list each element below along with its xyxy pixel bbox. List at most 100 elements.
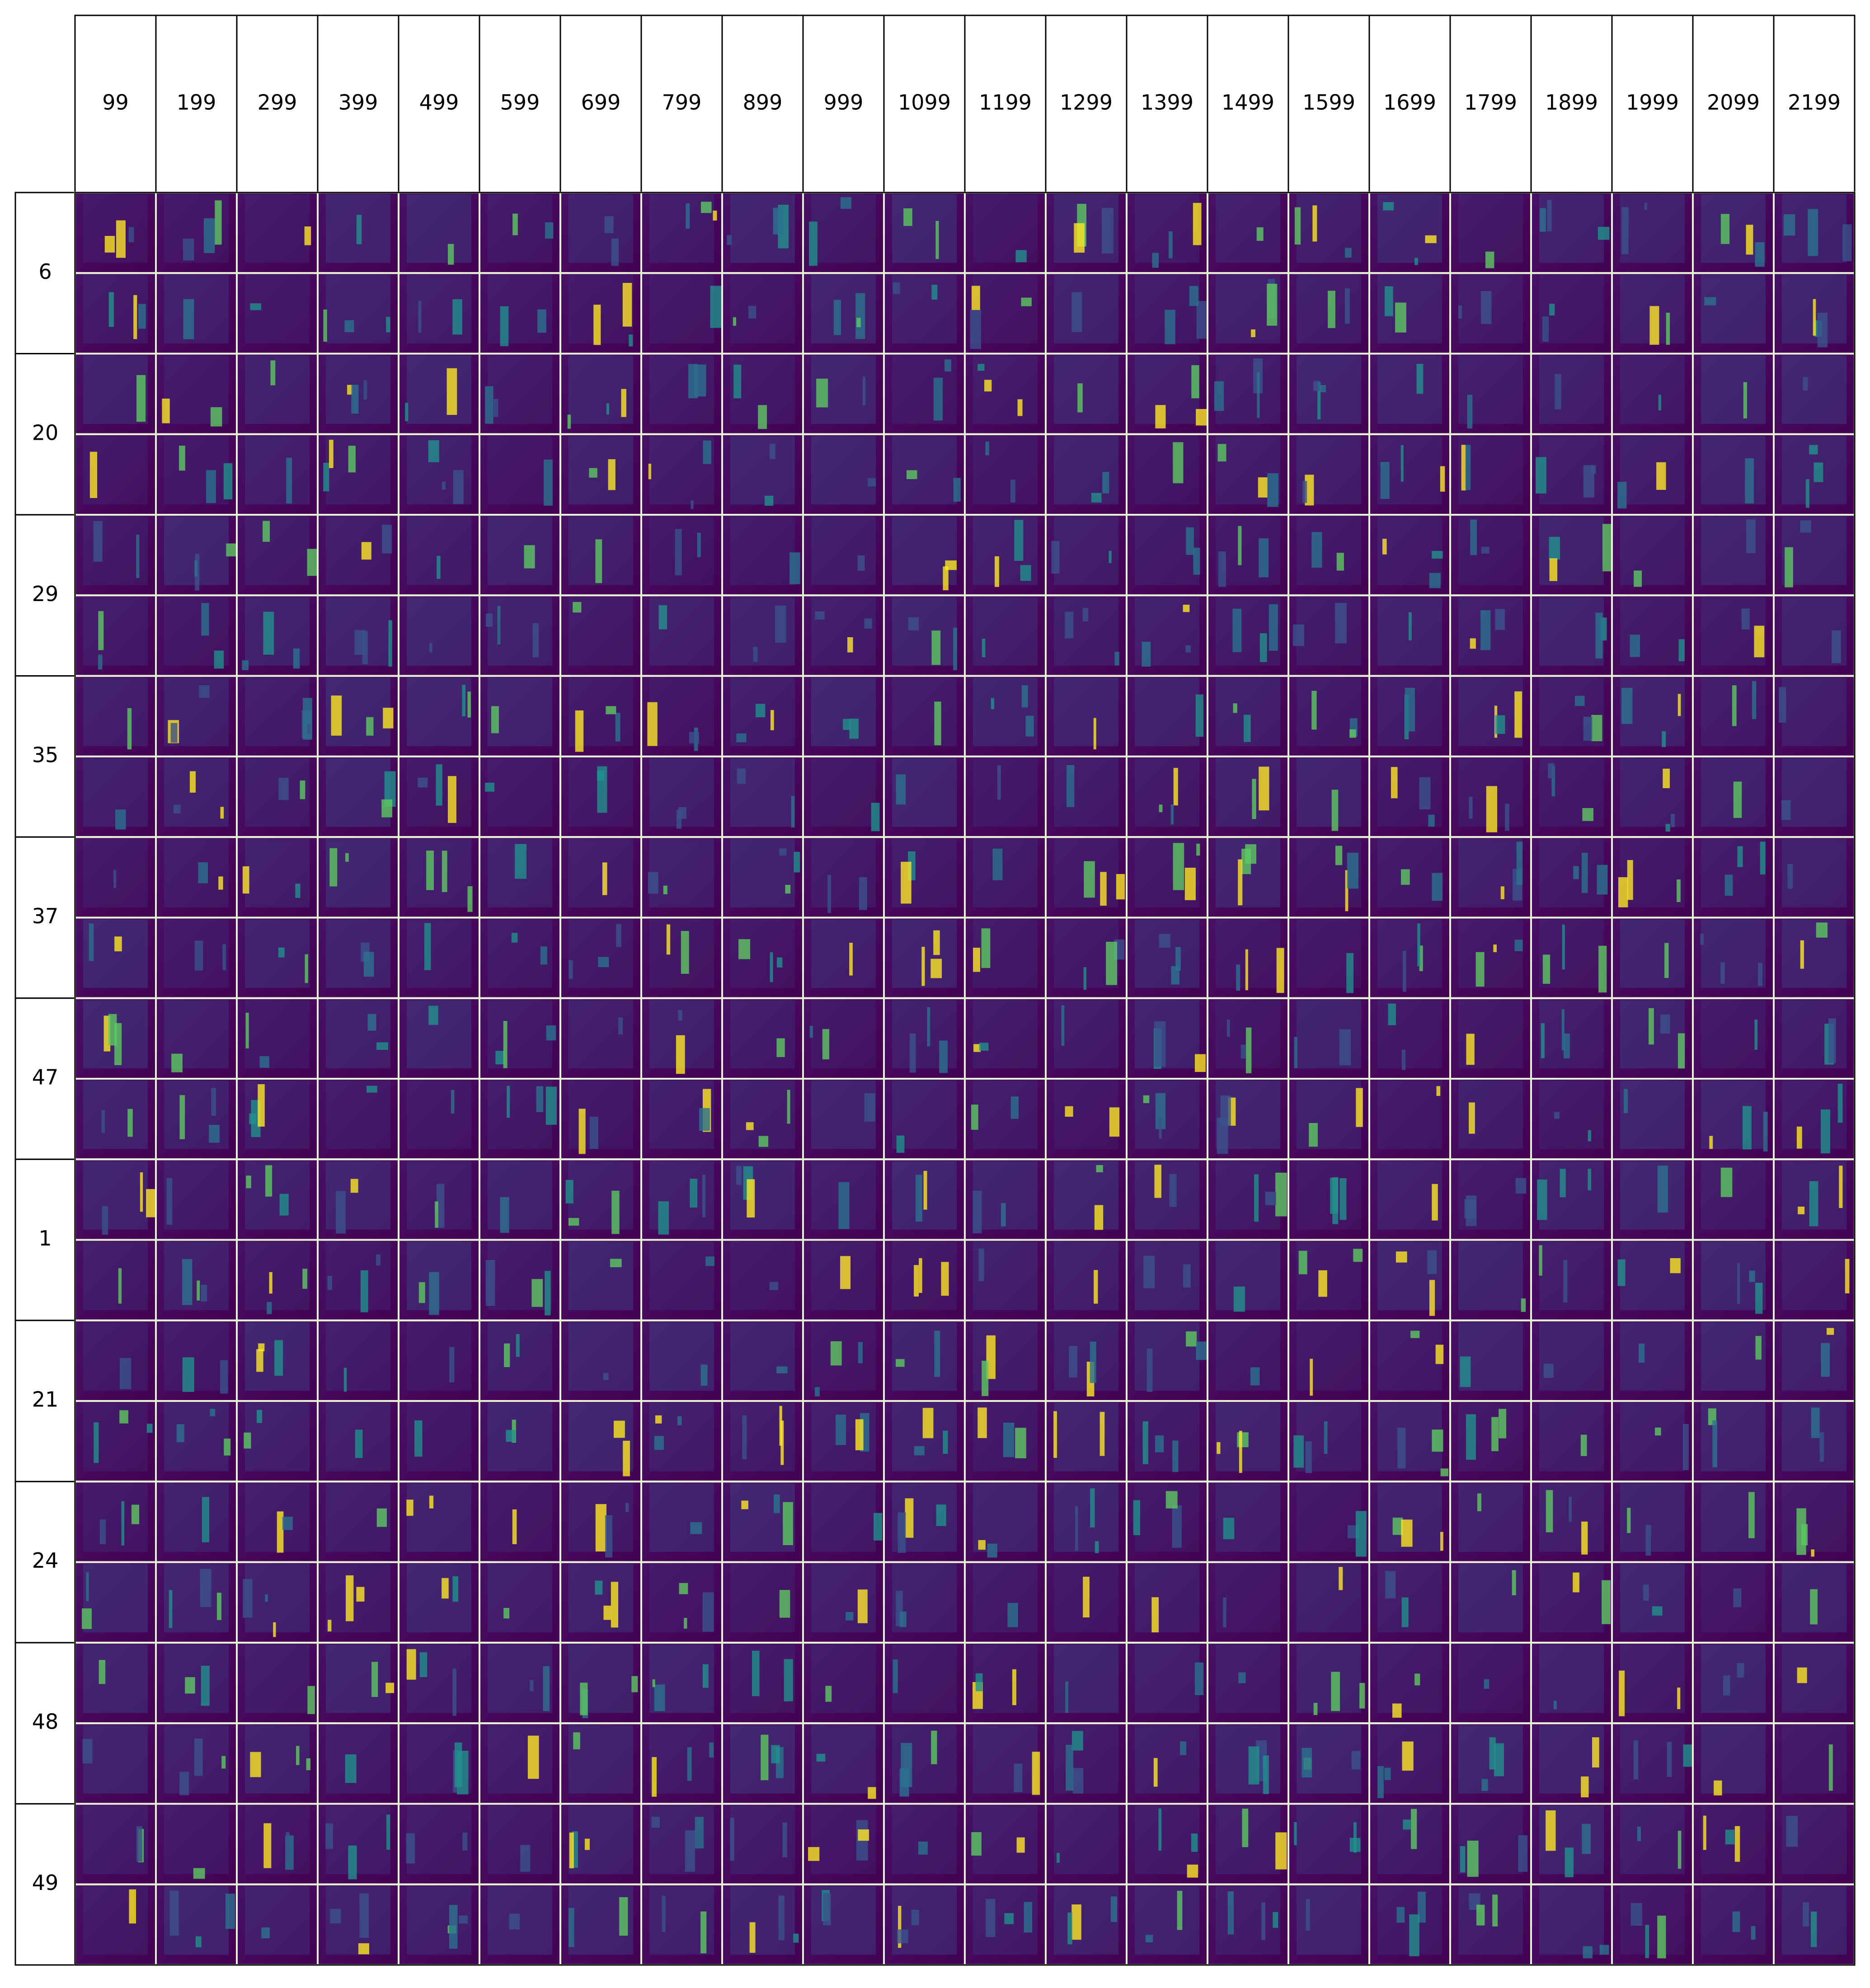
thumbnail-feature (1492, 1894, 1498, 1927)
thumbnail-feature (381, 799, 393, 818)
thumbnail-panel (811, 1322, 876, 1391)
thumbnail-feature (136, 1826, 142, 1862)
thumbnail (966, 1080, 1045, 1159)
thumbnail-feature (1077, 383, 1083, 413)
thumbnail-feature (1151, 1597, 1159, 1633)
thumbnail (238, 1160, 317, 1239)
thumbnail-feature (1269, 604, 1278, 651)
thumbnail-feature (1633, 1740, 1639, 1780)
thumbnail-feature (1619, 1670, 1625, 1716)
thumbnail-feature (1599, 1945, 1609, 1955)
thumbnail (1289, 193, 1368, 273)
thumbnail (399, 1482, 479, 1561)
row-label-cell (14, 836, 76, 999)
thumbnail-feature (1665, 824, 1670, 832)
thumbnail-panel (1134, 1081, 1200, 1149)
thumbnail-feature (1432, 1184, 1438, 1221)
header-cell (1126, 14, 1208, 193)
thumbnail (1289, 1080, 1368, 1159)
thumbnail-panel (1781, 1644, 1847, 1713)
thumbnail-feature (602, 862, 607, 895)
thumbnail-feature (307, 1686, 315, 1714)
thumbnail-feature (1817, 313, 1828, 348)
thumbnail-feature (1618, 877, 1628, 907)
thumbnail-feature (1537, 1179, 1547, 1220)
thumbnail-feature (1709, 1136, 1713, 1149)
thumbnail-feature (733, 317, 737, 326)
thumbnail (1451, 1160, 1530, 1239)
thumbnail-feature (366, 1086, 377, 1093)
thumbnail-feature (783, 1502, 793, 1546)
thumbnail-feature (1737, 1263, 1740, 1304)
thumbnail-feature (1053, 1411, 1057, 1458)
thumbnail-feature (1353, 1822, 1357, 1853)
thumbnail (561, 354, 640, 433)
thumbnail-feature (1106, 941, 1118, 985)
thumbnail-feature (1083, 967, 1086, 990)
thumbnail-panel (1620, 517, 1685, 585)
thumbnail (1451, 1482, 1530, 1561)
thumbnail-panel (1377, 1805, 1442, 1874)
thumbnail-panel (406, 1644, 472, 1713)
thumbnail-feature (1248, 1746, 1259, 1785)
thumbnail-feature (1143, 1095, 1150, 1103)
thumbnail-feature (677, 1416, 682, 1425)
thumbnail-panel (1458, 839, 1523, 907)
thumbnail-feature (903, 208, 912, 226)
thumbnail-feature (908, 617, 919, 630)
thumbnail-feature (1597, 226, 1610, 240)
thumbnail-feature (1261, 1902, 1266, 1940)
thumbnail-feature (857, 1589, 868, 1623)
thumbnail-feature (1014, 1763, 1023, 1792)
thumbnail-feature (1549, 558, 1558, 581)
thumbnail-panel (811, 436, 876, 505)
thumbnail-feature (1339, 1178, 1347, 1220)
thumbnail (966, 1724, 1045, 1803)
thumbnail-feature (901, 861, 912, 904)
thumbnail-feature (809, 1025, 813, 1038)
thumbnail-feature (897, 1929, 908, 1944)
thumbnail-feature (1800, 940, 1804, 969)
thumbnail-feature (210, 1409, 216, 1416)
thumbnail (157, 1241, 236, 1320)
thumbnail-feature (202, 1497, 210, 1542)
thumbnail (1289, 1321, 1368, 1401)
thumbnail-feature (982, 1361, 989, 1396)
thumbnail-feature (1440, 1468, 1449, 1476)
thumbnail-panel (1296, 1564, 1362, 1633)
thumbnail-feature (995, 556, 999, 587)
thumbnail-panel (568, 919, 634, 988)
thumbnail-feature (1313, 381, 1320, 391)
thumbnail-feature (449, 1905, 458, 1949)
thumbnail-feature (1238, 526, 1242, 565)
thumbnail-feature (987, 1543, 997, 1558)
thumbnail-feature (857, 555, 865, 571)
thumbnail-feature (1017, 399, 1023, 416)
thumbnail (1128, 1724, 1207, 1803)
thumbnail (76, 193, 155, 273)
thumbnail-feature (1015, 1428, 1026, 1458)
thumbnail-panel (1620, 1644, 1685, 1713)
thumbnail-feature (194, 940, 203, 971)
thumbnail-feature (1153, 1758, 1158, 1787)
thumbnail-panel (973, 275, 1038, 343)
thumbnail-feature (1779, 687, 1786, 723)
thumbnail-feature (1813, 299, 1816, 336)
thumbnail-feature (199, 685, 210, 698)
thumbnail-feature (1703, 1815, 1706, 1850)
thumbnail-feature (1436, 1086, 1441, 1096)
thumbnail-feature (102, 1206, 108, 1235)
thumbnail-feature (1521, 1298, 1526, 1312)
thumbnail-panel (487, 1886, 553, 1955)
thumbnail-feature (595, 1504, 606, 1552)
thumbnail-panel (487, 1322, 553, 1391)
thumbnail-feature (1588, 1130, 1591, 1142)
thumbnail-feature (128, 227, 134, 243)
thumbnail-panel (1296, 1081, 1362, 1149)
thumbnail (1047, 1321, 1126, 1401)
thumbnail-feature (1808, 209, 1818, 256)
thumbnail-feature (1461, 445, 1466, 491)
thumbnail-feature (1580, 1434, 1587, 1456)
grid-border (74, 192, 1856, 1966)
thumbnail-panel (83, 677, 148, 747)
